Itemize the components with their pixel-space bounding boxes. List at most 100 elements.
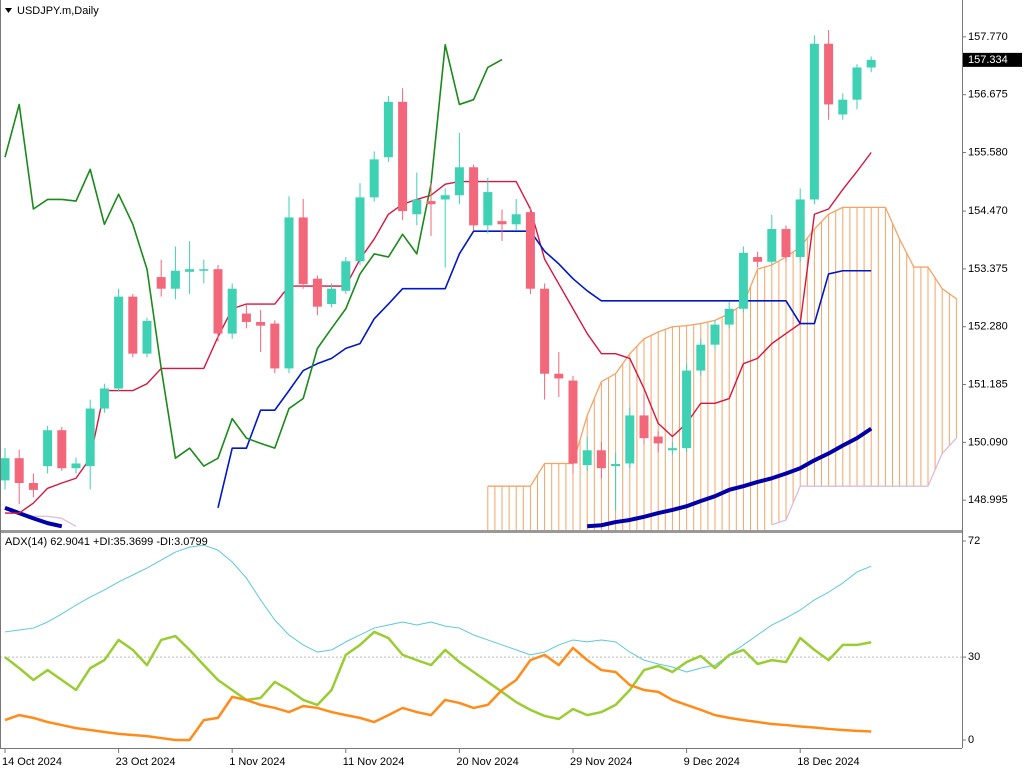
candle-body <box>525 212 535 289</box>
indicator-pane <box>0 544 962 742</box>
indicator-line <box>587 426 873 529</box>
candle-body <box>866 59 876 68</box>
x-tick-label: 14 Oct 2024 <box>2 756 62 768</box>
candle-body <box>469 167 479 226</box>
price-label: 157.334 <box>968 54 1008 66</box>
candle-body <box>483 192 493 226</box>
indicator-line <box>4 646 872 742</box>
candle-body <box>852 67 862 100</box>
x-tick-label: 18 Dec 2024 <box>797 756 859 768</box>
candle-body <box>57 430 67 469</box>
x-tick-label: 20 Nov 2024 <box>456 756 518 768</box>
candle-body <box>809 43 819 200</box>
indicator-line <box>4 630 872 721</box>
x-tick-label: 9 Dec 2024 <box>684 756 740 768</box>
candle-body <box>85 408 95 467</box>
candle-body <box>625 415 635 464</box>
candle-body <box>14 458 24 484</box>
candle-body <box>824 43 834 105</box>
candle-body <box>383 101 393 158</box>
y-tick-label: 154.470 <box>968 205 1008 217</box>
candle-body <box>341 261 351 291</box>
indicator-line <box>4 43 503 467</box>
candle-body <box>355 197 365 262</box>
candle-body <box>227 288 237 334</box>
candle-body <box>710 324 720 345</box>
candle-body <box>696 344 706 371</box>
x-tick-label: 1 Nov 2024 <box>229 756 285 768</box>
candle-body <box>454 167 464 196</box>
y-tick-label: 157.770 <box>968 31 1008 43</box>
candle-body <box>682 370 692 449</box>
candle-body <box>270 323 280 369</box>
candle-body <box>298 217 308 284</box>
y-tick-label: 0 <box>968 734 974 746</box>
candle-body <box>767 229 777 262</box>
y-tick-label: 72 <box>968 535 980 547</box>
indicator-line <box>4 505 63 529</box>
y-tick-label: 151.185 <box>968 378 1008 390</box>
candle-body <box>156 277 166 289</box>
candle-body <box>596 450 606 469</box>
candle-body <box>71 463 81 469</box>
candle-body <box>213 269 223 334</box>
candle-body <box>114 296 124 389</box>
x-tick-label: 29 Nov 2024 <box>570 756 632 768</box>
candle-body <box>497 221 507 225</box>
cloud-upper-line <box>487 206 957 487</box>
candle-body <box>185 269 195 272</box>
candle-body <box>753 257 763 262</box>
candle-body <box>128 296 138 354</box>
candle-body <box>582 450 592 466</box>
candle-body <box>738 252 748 309</box>
y-tick-label: 155.580 <box>968 146 1008 158</box>
candle-body <box>781 229 791 258</box>
candle-body <box>653 436 663 444</box>
y-tick-label: 30 <box>968 651 980 663</box>
indicator-line <box>5 152 872 514</box>
candle-body <box>540 288 550 374</box>
candle-body <box>142 320 152 354</box>
candle-body <box>639 415 649 439</box>
menu-triangle <box>5 8 12 13</box>
candle-body <box>312 278 322 307</box>
candle-body <box>724 308 734 325</box>
y-tick-label: 150.090 <box>968 436 1008 448</box>
candle-body <box>0 458 10 481</box>
candle-body <box>170 270 180 289</box>
indicator-line <box>217 230 872 509</box>
candle-body <box>412 199 422 215</box>
candle-body <box>43 430 53 467</box>
main-pane <box>0 29 957 530</box>
y-tick-label: 156.675 <box>968 89 1008 101</box>
candle-body <box>199 269 209 271</box>
candle-body <box>256 321 266 326</box>
candle-body <box>284 217 294 369</box>
candle-body <box>426 201 436 205</box>
candle-body <box>99 388 109 409</box>
candle-body <box>667 448 677 451</box>
y-tick-label: 153.375 <box>968 263 1008 275</box>
candle-body <box>440 195 450 200</box>
cloud-lower-line <box>771 437 957 526</box>
candle-body <box>327 288 337 305</box>
candle-body <box>838 99 848 115</box>
candle-body <box>369 159 379 198</box>
price-label-box <box>963 52 1022 67</box>
x-tick-label: 11 Nov 2024 <box>343 756 405 768</box>
candle-body <box>611 464 621 467</box>
x-tick-label: 23 Oct 2024 <box>116 756 176 768</box>
candle-body <box>241 313 251 322</box>
y-tick-label: 148.995 <box>968 494 1008 506</box>
candle-body <box>28 483 38 490</box>
candle-body <box>511 214 521 225</box>
candle-body <box>554 373 564 379</box>
candle-body <box>398 101 408 212</box>
indicator-title: ADX(14) 62.9041 +DI:35.3699 -DI:3.0799 <box>5 536 208 548</box>
chart-title: USDJPY.m,Daily <box>17 5 99 17</box>
pane-separator <box>0 530 962 533</box>
y-tick-label: 152.280 <box>968 321 1008 333</box>
